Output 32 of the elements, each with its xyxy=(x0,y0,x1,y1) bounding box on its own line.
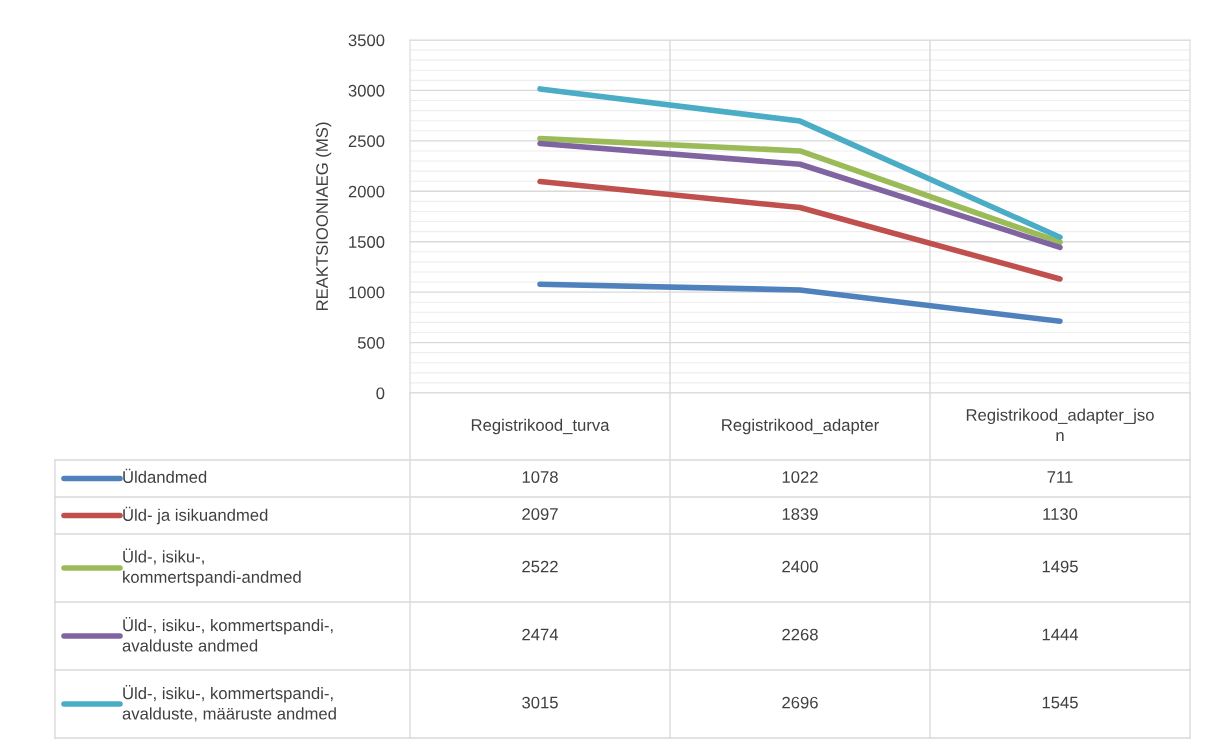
x-tick-label: Registrikood_adapter_json xyxy=(966,408,1154,441)
data-label: 711 xyxy=(1047,471,1073,483)
x-tick-label: Registrikood_turva xyxy=(471,418,610,435)
y-tick-label: 3500 xyxy=(348,34,385,47)
y-tick-label: 2000 xyxy=(348,185,385,198)
y-tick-label: 1000 xyxy=(349,286,385,299)
data-label: 2400 xyxy=(782,560,818,573)
legend-label: Üldandmed xyxy=(123,468,207,483)
y-tick-label: 3000 xyxy=(348,84,385,97)
y-tick-label: 2500 xyxy=(348,135,385,148)
data-label: 1444 xyxy=(1042,628,1079,641)
data-label: 1130 xyxy=(1043,508,1078,520)
y-tick-label: 500 xyxy=(357,336,385,349)
data-label: 1839 xyxy=(782,508,818,520)
legend-label: Üld-, isiku-, kommertspandi-andmed xyxy=(123,548,301,587)
data-label: 2097 xyxy=(522,508,558,520)
legend-label: Üld- ja isikuandmed xyxy=(123,506,268,525)
legend-label: Üld-, isiku-, kommertspandi-, avalduste, määruste andmed xyxy=(122,685,336,722)
data-label: 1022 xyxy=(782,471,818,483)
data-label: 2268 xyxy=(782,628,818,641)
y-axis-title: REAKTSIOONIAEG (MS) xyxy=(315,122,332,311)
data-label: 1078 xyxy=(522,471,558,483)
x-tick-label: Registrikood_adapter xyxy=(722,418,879,435)
data-label: 1545 xyxy=(1042,696,1078,709)
data-label: 2696 xyxy=(782,696,818,709)
y-tick-label: 0 xyxy=(376,387,385,400)
data-label: 3015 xyxy=(522,696,558,709)
data-label: 2474 xyxy=(522,628,559,641)
legend-label: Üld-, isiku-, kommertspandi-, avalduste andmed xyxy=(122,617,333,652)
data-label: 1495 xyxy=(1042,560,1078,573)
y-tick-label: 1500 xyxy=(349,236,385,248)
data-label: 2522 xyxy=(522,560,558,573)
